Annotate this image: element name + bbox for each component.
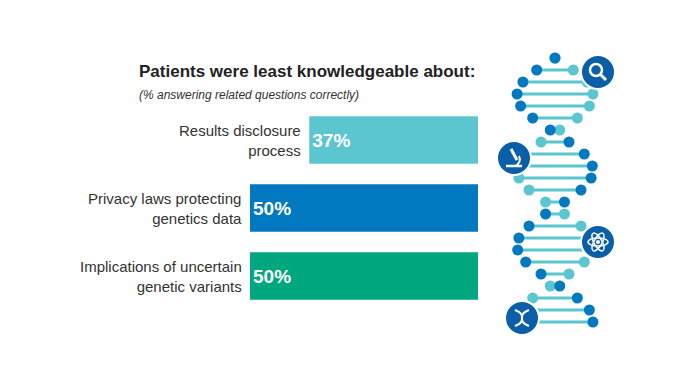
- svg-text:50%: 50%: [253, 266, 291, 287]
- svg-text:37%: 37%: [312, 130, 350, 151]
- svg-text:Implications of uncertaingenet: Implications of uncertaingenetic variant…: [80, 258, 242, 295]
- svg-text:Patients were least knowledgea: Patients were least knowledgeable about:: [139, 62, 475, 81]
- svg-text:Results disclosureprocess: Results disclosureprocess: [179, 122, 301, 159]
- svg-text:Privacy laws protectinggenetic: Privacy laws protectinggenetics data: [88, 190, 242, 227]
- svg-text:50%: 50%: [253, 198, 291, 219]
- svg-text:(% answering related questions: (% answering related questions correctly…: [139, 88, 359, 102]
